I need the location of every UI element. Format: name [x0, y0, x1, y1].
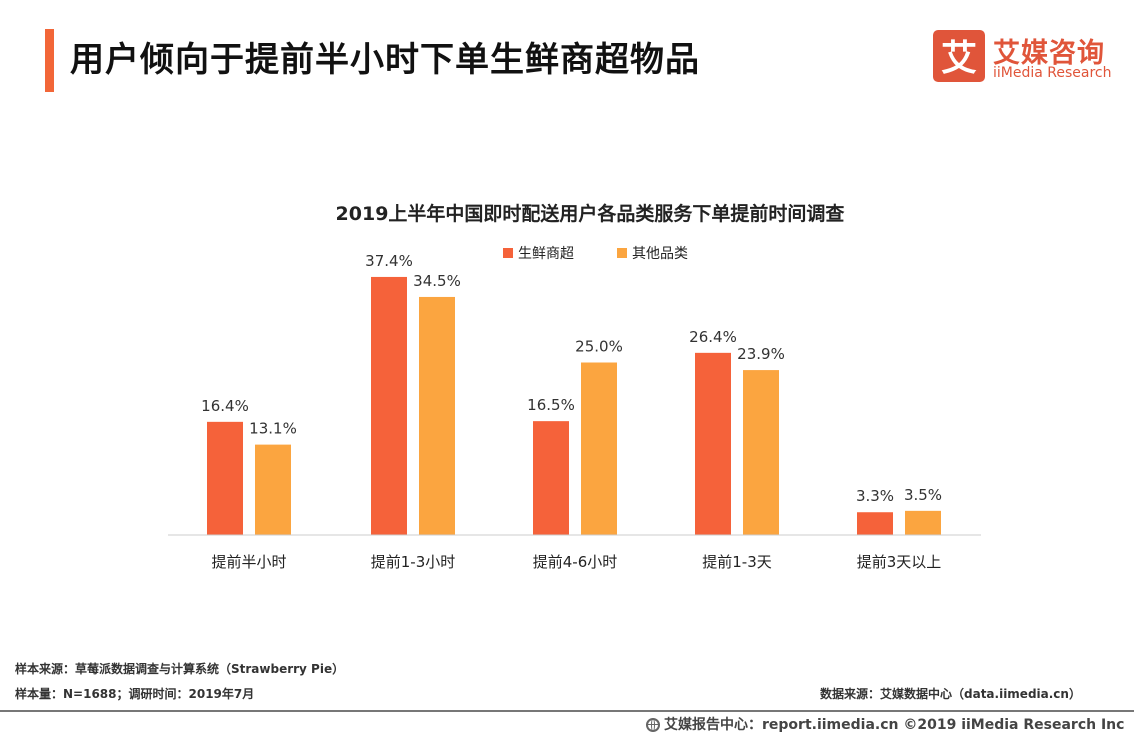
bar-fresh-0 — [207, 421, 243, 535]
bottom-credit-text: 艾媒报告中心：report.iimedia.cn ©2019 iiMedia R… — [664, 717, 1125, 733]
bar-other-2 — [581, 362, 617, 535]
bar-fresh-4 — [857, 512, 893, 535]
value-label: 16.4% — [201, 397, 249, 415]
bar-fresh-1 — [371, 276, 407, 535]
value-label: 26.4% — [689, 328, 737, 346]
value-label: 25.0% — [575, 338, 623, 356]
value-label: 16.5% — [527, 396, 575, 414]
footer-divider — [0, 710, 1134, 712]
logo-cn-text: 艾媒咨询 — [993, 38, 1105, 69]
bar-fresh-2 — [533, 421, 569, 535]
title-accent-bar — [45, 29, 54, 92]
legend-label: 生鲜商超 — [518, 246, 574, 262]
bar-other-0 — [255, 444, 291, 535]
category-label: 提前1-3天 — [702, 553, 772, 571]
logo-en-text: iiMedia Research — [993, 65, 1112, 81]
category-labels: 提前半小时 提前1-3小时 提前4-6小时 提前1-3天 提前3天以上 — [211, 553, 941, 571]
logo-glyph: 艾 — [941, 38, 977, 79]
logo-mark: 艾 — [933, 30, 985, 82]
bar-fresh-3 — [695, 352, 731, 535]
value-label: 34.5% — [413, 272, 461, 290]
legend-label: 其他品类 — [632, 246, 688, 262]
category-label: 提前3天以上 — [857, 553, 942, 571]
bar-other-1 — [419, 296, 455, 535]
sample-source-text: 样本来源：草莓派数据调查与计算系统（Strawberry Pie） — [15, 662, 345, 676]
legend-swatch — [617, 248, 627, 258]
bar-other-3 — [743, 370, 779, 535]
bar-group: 16.4%13.1% 37.4%34.5% 16.5% 25.0% 26.4%23.9%… — [201, 252, 942, 535]
value-label: 3.5% — [904, 486, 942, 504]
value-label: 3.3% — [856, 487, 894, 505]
value-label: 13.1% — [249, 420, 297, 438]
sample-size-text: 样本量：N=1688；调研时间：2019年7月 — [15, 687, 255, 701]
globe-icon — [646, 718, 660, 732]
legend-swatch — [503, 248, 513, 258]
chart-title: 2019上半年中国即时配送用户各品类服务下单提前时间调查 — [336, 202, 846, 225]
bar-other-4 — [905, 510, 941, 535]
data-source-text: 数据来源：艾媒数据中心（data.iimedia.cn） — [820, 687, 1081, 701]
value-label: 23.9% — [737, 345, 785, 363]
category-label: 提前4-6小时 — [533, 553, 618, 571]
bar-chart: 2019上半年中国即时配送用户各品类服务下单提前时间调查 生鲜商超 其他品类 16… — [168, 202, 981, 571]
value-label: 37.4% — [365, 252, 413, 270]
chart-legend: 生鲜商超 其他品类 — [503, 246, 688, 262]
bottom-credit: 艾媒报告中心：report.iimedia.cn ©2019 iiMedia R… — [646, 714, 1124, 734]
category-label: 提前1-3小时 — [371, 553, 456, 571]
category-label: 提前半小时 — [211, 553, 286, 571]
page-title: 用户倾向于提前半小时下单生鲜商超物品 — [70, 40, 700, 80]
iimedia-logo: 艾 艾媒咨询 iiMedia Research — [933, 30, 1123, 86]
